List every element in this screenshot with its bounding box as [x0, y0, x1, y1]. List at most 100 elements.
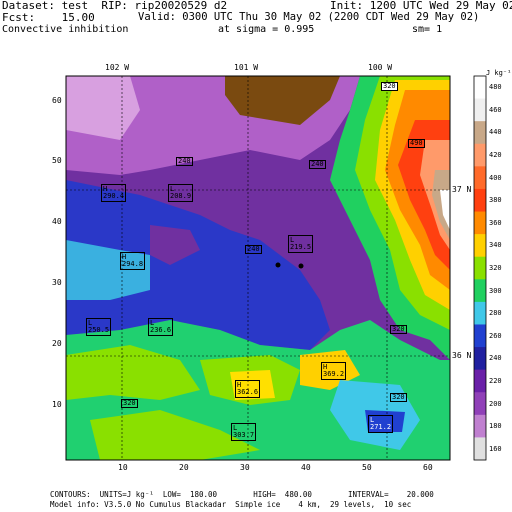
extremum-label: H 294.8: [120, 252, 146, 270]
extremum-type: L: [370, 416, 375, 424]
colorbar-segment: [474, 121, 486, 145]
extremum-value: 208.9: [170, 192, 192, 200]
colorbar-level: 320: [489, 264, 502, 272]
y-tick: 40: [52, 217, 62, 226]
x-tick: 40: [301, 463, 311, 472]
colorbar-level: 160: [489, 444, 502, 453]
model-info: Model info: V3.5.0 No Cumulus Blackadar …: [50, 500, 412, 509]
extremum-value: 236.6: [150, 326, 172, 334]
extremum-value: 362.6: [237, 388, 259, 396]
extremum-value: 290.4: [103, 192, 125, 200]
extremum-type: L: [290, 236, 295, 244]
extremum-label: L 303.7: [231, 423, 257, 441]
extremum-label: L 208.9: [168, 184, 194, 202]
colorbar-segment: [474, 234, 486, 258]
station-dot: [298, 263, 304, 269]
colorbar-level: 340: [489, 241, 502, 250]
colorbar-level: 420: [489, 151, 502, 160]
colorbar-segment: [474, 324, 486, 348]
y-tick: 30: [52, 278, 62, 287]
lat-lon-grid: [66, 76, 450, 460]
colorbar-level: 280: [489, 309, 502, 318]
header-dataset: Dataset: test RIP: rip20020529 d2: [2, 0, 228, 12]
colorbar-segment: [474, 188, 486, 213]
smoothing: sm= 1: [412, 24, 443, 35]
contour-label: 320: [381, 82, 398, 91]
colorbar-segment: [474, 211, 486, 235]
colorbar-segment: [474, 166, 486, 190]
x-tick: 50: [362, 463, 372, 472]
colorbar-level: 440: [489, 128, 502, 137]
extremum-type: H: [237, 381, 242, 389]
colorbar-segment: [474, 301, 486, 325]
header-fcst: Fcst: 15.00: [2, 11, 95, 24]
contour-info: CONTOURS: UNITS=J kg⁻¹ LOW= 180.00 HIGH=…: [50, 490, 434, 499]
extremum-type: L: [233, 424, 238, 432]
lon-label: 100 W: [368, 63, 393, 72]
y-tick: 20: [52, 339, 62, 348]
colorbar-segment: [474, 392, 486, 416]
extremum-type: L: [170, 185, 175, 193]
station-dot: [275, 262, 281, 268]
colorbar-unit: J kg⁻¹: [486, 69, 512, 77]
colorbar-level: 260: [489, 331, 502, 340]
colorbar-segment: [474, 347, 486, 371]
x-tick: 60: [423, 463, 433, 472]
lon-label: 101 W: [234, 63, 259, 72]
colorbar-level: 400: [489, 173, 502, 182]
extremum-type: H: [323, 363, 328, 371]
plot-frame: [65, 75, 451, 461]
extremum-value: 271.2: [370, 423, 392, 431]
y-tick: 60: [52, 96, 62, 105]
y-tick: 10: [52, 400, 62, 409]
colorbar-segment: [474, 279, 486, 303]
extremum-label: H 369.2: [321, 362, 347, 380]
extremum-value: 250.5: [88, 326, 110, 334]
colorbar-level: 480: [489, 83, 502, 92]
extremum-type: H: [122, 253, 127, 261]
extremum-label: L 271.2: [368, 415, 394, 433]
colorbar-level: 220: [489, 376, 502, 385]
colorbar-level: 180: [489, 422, 502, 431]
colorbar: [474, 76, 486, 461]
lat-label: 37 N: [452, 185, 472, 194]
x-tick: 20: [179, 463, 189, 472]
extremum-type: H: [103, 185, 108, 193]
header-init: Init: 1200 UTC Wed 29 May 02: [330, 0, 512, 12]
contour-label: 490: [408, 139, 425, 148]
y-tick: 50: [52, 156, 62, 165]
extremum-label: L 250.5: [86, 318, 112, 336]
colorbar-segment: [474, 98, 486, 122]
extremum-label: H 362.6: [235, 380, 261, 398]
header-valid: Valid: 0300 UTC Thu 30 May 02 (2200 CDT …: [138, 11, 480, 23]
extremum-value: 219.5: [290, 243, 312, 251]
colorbar-segment: [474, 143, 486, 167]
sigma-level: at sigma = 0.995: [218, 24, 315, 35]
extremum-type: L: [150, 319, 155, 327]
colorbar-level: 200: [489, 399, 502, 408]
extremum-type: L: [88, 319, 93, 327]
colorbar-segment: [474, 76, 486, 100]
extremum-value: 294.8: [122, 260, 144, 268]
colorbar-segment: [474, 369, 486, 393]
colorbar-level: 240: [489, 354, 502, 363]
colorbar-segment: [474, 414, 486, 438]
extremum-label: H 290.4: [101, 184, 127, 202]
colorbar-segment: [474, 256, 486, 280]
colorbar-level: 300: [489, 286, 502, 295]
contour-label: 320: [390, 325, 407, 334]
extremum-label: L 236.6: [148, 318, 174, 336]
lon-label: 102 W: [105, 63, 130, 72]
extremum-value: 369.2: [323, 370, 345, 378]
colorbar-segment: [474, 437, 486, 461]
x-tick: 30: [240, 463, 250, 472]
extremum-value: 303.7: [233, 431, 255, 439]
contour-label: 320: [121, 399, 138, 408]
colorbar-level: 360: [489, 218, 502, 227]
cin-field: [66, 76, 450, 460]
field-name: Convective inhibition: [2, 24, 129, 35]
extremum-label: L 219.5: [288, 235, 314, 253]
contour-label: 240: [245, 245, 262, 254]
x-tick: 10: [118, 463, 128, 472]
